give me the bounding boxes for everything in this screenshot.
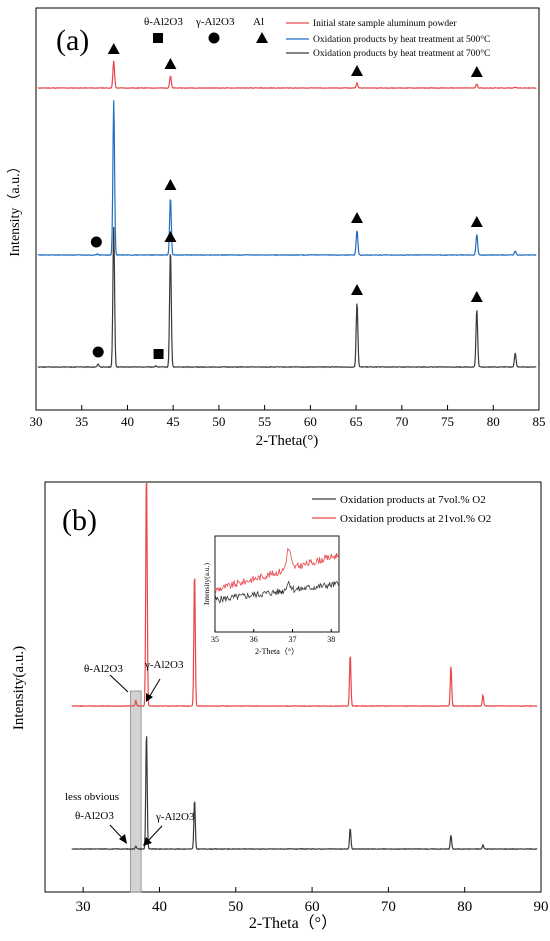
triangle-symbol-icon [256, 32, 268, 43]
panel-a-x-tick-label: 35 [75, 414, 88, 429]
panel-a-x-tick-label: 40 [121, 414, 134, 429]
panel-a: (a) θ-Al2O3 γ-Al2O3 Al Initial state sam… [7, 7, 546, 449]
peak-marker-triangle-icon [351, 284, 364, 295]
panel-b-plot-area [71, 483, 538, 851]
panel-a-x-tick-label: 45 [167, 414, 180, 429]
peak-marker-triangle-icon [351, 65, 364, 76]
panel-b-x-tick-label: 40 [152, 899, 167, 915]
series-7vol-trace [71, 736, 538, 851]
peak-marker-triangle-icon [164, 58, 177, 69]
legend-label-7vol: Oxidation products at 7vol.% O2 [340, 494, 486, 506]
inset-x-axis: 35 36 37 38 [211, 629, 335, 644]
legend-label-initial: Initial state sample aluminum powder [313, 19, 457, 29]
peak-marker-square-icon [153, 349, 164, 359]
panel-a-y-axis-title: Intensity（a.u.） [7, 159, 23, 256]
inset-x-tick-label: 38 [327, 635, 335, 644]
panel-a-x-tick-label: 65 [350, 414, 363, 429]
panel-a-x-tick-label: 55 [258, 414, 271, 429]
legend-label-21vol: Oxidation products at 21vol.% O2 [340, 513, 491, 525]
phase-legend-gamma-label: γ-Al2O3 [195, 16, 235, 28]
inset-x-tick-label: 37 [289, 635, 297, 644]
panel-a-x-tick-label: 70 [395, 414, 408, 429]
panel-a-x-tick-label: 50 [212, 414, 225, 429]
inset-plot-area [215, 547, 339, 604]
panel-b-frame [44, 481, 542, 893]
inset-x-tick-label: 35 [211, 635, 219, 644]
peak-marker-triangle-icon [107, 43, 120, 54]
panel-b-y-axis-title: Intensity(a.u.) [11, 646, 27, 730]
annotation-theta-black: θ-Al2O3 [75, 810, 114, 822]
legend-label-500c: Oxidation products by heat treatment at … [313, 34, 490, 45]
panel-a-x-axis: 30 35 40 45 50 55 60 65 70 75 80 85 [30, 405, 546, 429]
panel-b-x-tick-label: 90 [534, 899, 549, 915]
phase-legend-al-label: Al [253, 16, 264, 28]
panel-a-plot-area [37, 43, 537, 369]
inset-21vol-trace [215, 547, 339, 594]
annotation-gamma-red-arrowhead [146, 693, 153, 702]
series-21vol-trace [71, 483, 538, 708]
panel-a-x-tick-label: 60 [304, 414, 317, 429]
inset-chart: 35 36 37 38 2-Theta（°） Intensity(a.u.) [202, 535, 340, 656]
panel-a-x-axis-title: 2-Theta(°) [256, 433, 319, 449]
annotation-less-obvious: less obvious [65, 791, 119, 803]
panel-b-x-tick-label: 80 [457, 899, 472, 915]
inset-x-axis-title: 2-Theta（°） [255, 647, 299, 656]
panel-b-label: (b) [62, 504, 97, 537]
peak-marker-triangle-icon [470, 291, 483, 302]
panel-b-annotations: θ-Al2O3 γ-Al2O3 less obvious θ-Al2O3 γ-A… [65, 659, 195, 846]
panel-a-x-tick-label: 80 [487, 414, 500, 429]
peak-marker-triangle-icon [164, 179, 177, 190]
annotation-gamma-red: γ-Al2O3 [144, 659, 184, 671]
panel-b-x-tick-label: 50 [228, 899, 243, 915]
annotation-gamma-black-arrow [146, 825, 163, 843]
series-500c-trace [37, 100, 537, 257]
legend-label-700c: Oxidation products by heat treatment at … [313, 48, 490, 59]
panel-b-x-tick-label: 60 [305, 899, 320, 915]
series-700c-trace [37, 227, 537, 369]
peak-marker-triangle-icon [470, 216, 483, 227]
annotation-gamma-black-arrowhead [143, 837, 152, 846]
panel-b-x-axis: 30 40 50 60 70 80 90 [76, 887, 549, 915]
annotation-theta-black-arrowhead [119, 834, 127, 844]
square-symbol-icon [153, 33, 163, 43]
series-initial-trace [37, 60, 537, 90]
inset-x-tick-label: 36 [250, 635, 258, 644]
peak-marker-circle-icon [90, 236, 102, 248]
inset-y-axis-title: Intensity(a.u.) [202, 562, 211, 605]
phase-legend-theta-label: θ-Al2O3 [144, 16, 183, 28]
panel-b-x-axis-title: 2-Theta（°） [249, 914, 337, 932]
annotation-theta-red: θ-Al2O3 [84, 663, 123, 675]
circle-symbol-icon [208, 32, 220, 44]
panel-a-frame [35, 7, 540, 411]
inset-7vol-trace [215, 580, 339, 604]
peak-marker-triangle-icon [470, 66, 483, 77]
inset-frame [214, 535, 340, 633]
panel-a-phase-legend: θ-Al2O3 γ-Al2O3 Al [144, 16, 268, 44]
panel-a-label: (a) [56, 24, 89, 57]
panel-b-x-tick-label: 30 [76, 899, 91, 915]
peak-marker-triangle-icon [351, 212, 364, 223]
panel-a-x-tick-label: 85 [533, 414, 546, 429]
panel-b-series-legend: Oxidation products at 7vol.% O2 Oxidatio… [312, 494, 491, 525]
panel-a-x-tick-label: 30 [30, 414, 43, 429]
peak-marker-triangle-icon [164, 231, 177, 242]
panel-b-x-tick-label: 70 [381, 899, 396, 915]
annotation-theta-red-arrow [109, 674, 129, 693]
panel-a-x-tick-label: 75 [441, 414, 454, 429]
panel-b: (b) Oxidation products at 7vol.% O2 Oxid… [11, 481, 549, 932]
peak-marker-circle-icon [92, 346, 104, 358]
panel-a-series-legend: Initial state sample aluminum powder Oxi… [286, 19, 490, 59]
annotation-gamma-black: γ-Al2O3 [155, 811, 195, 823]
highlight-band [130, 690, 142, 893]
